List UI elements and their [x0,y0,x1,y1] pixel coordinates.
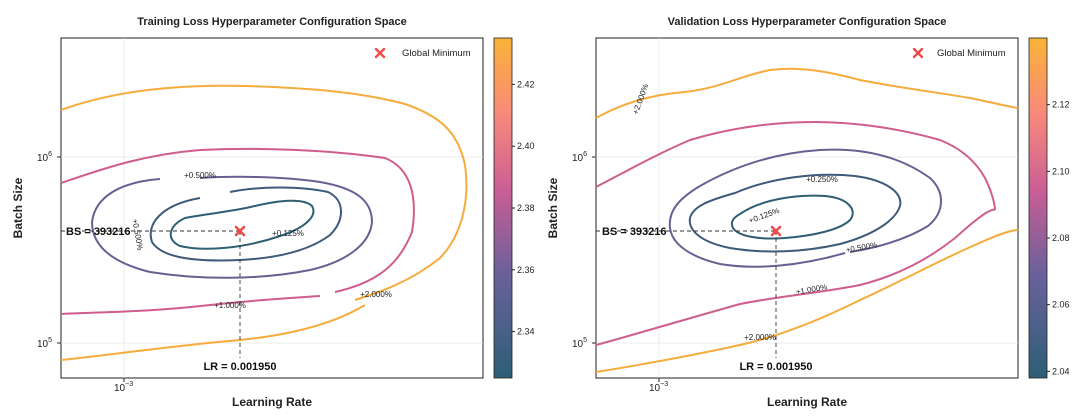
y-axis-label: Batch Size [11,177,25,238]
y-tick-label: 105 [37,337,52,350]
legend-label: Global Minimum [937,48,1006,59]
contour-line-0125pct [169,199,315,250]
x-axis-label: Learning Rate [232,395,312,409]
contour-line-2pct-lower [595,229,1019,373]
colorbar-tick-label: 2.38 [517,203,535,213]
colorbar-tick-label: 2.04 [1052,366,1070,376]
y-ticks: 106 105 [37,151,61,350]
colorbar-scale [493,37,513,379]
chart-title: Training Loss Hyperparameter Configurati… [137,16,407,28]
contour-label: +1.000% [214,301,246,310]
colorbar-tick-label: 2.42 [517,79,535,89]
minimum-guides [596,230,777,358]
x-ticks: 10−3 [114,378,133,394]
colorbar-tick-label: 2.06 [1052,300,1070,310]
contour-line-2pct-upper [60,84,468,301]
contour-line-0125pct [730,194,854,240]
legend-marker [374,47,386,59]
x-tick-label: 10−3 [114,381,133,394]
colorbar-tick-label: 2.12 [1052,100,1070,110]
plot-area [60,37,484,379]
colorbar-tick-label: 2.08 [1052,233,1070,243]
training-panel: Training Loss Hyperparameter Configurati… [11,16,535,409]
contour-label: +2.000% [360,290,392,299]
colorbar-tick-label: 2.36 [517,265,535,275]
colorbar-tick-label: 2.10 [1052,166,1070,176]
contour-lines [60,84,468,361]
contour-line-2pct-lower [60,304,366,361]
colorbar-scale [1028,37,1048,379]
contour-line-05pct [90,175,374,279]
colorbar-tick-label: 2.40 [517,141,535,151]
y-tick-label: 105 [572,337,587,350]
contour-label: +2.000% [744,333,776,342]
contour-line-025pct [149,186,342,262]
lr-annotation: LR = 0.001950 [203,361,276,373]
bs-annotation: BS = 393216 [602,226,667,238]
contour-line-1pct-lower [595,208,996,346]
colorbar: 2.34 2.36 2.38 2.40 2.42 [493,37,535,379]
chart-title: Validation Loss Hyperparameter Configura… [668,16,947,28]
contour-label: +0.500% [184,171,216,180]
contour-label: +0.250% [806,175,838,184]
contour-line-1pct-upper [60,147,415,293]
contour-label: +0.125% [272,229,304,238]
contour-line-1pct-lower [60,295,321,315]
contour-line-05pct [699,148,942,253]
validation-panel: Validation Loss Hyperparameter Configura… [546,16,1070,409]
y-tick-label: 106 [37,151,52,164]
contour-lines [595,67,1019,373]
contour-line-05pct-lower [668,185,846,268]
x-ticks: 10−3 [649,378,668,394]
contour-line-025pct [688,173,902,253]
bs-annotation: BS = 393216 [66,226,131,238]
x-axis-label: Learning Rate [767,395,847,409]
x-tick-label: 10−3 [649,381,668,394]
colorbar: 2.04 2.06 2.08 2.10 2.12 [1028,37,1070,379]
colorbar-tick-label: 2.34 [517,327,535,337]
y-tick-label: 106 [572,151,587,164]
legend: Global Minimum [374,47,471,59]
legend-marker [912,47,924,59]
contour-line-2pct-upper [595,67,1019,119]
grid [61,38,483,378]
legend-label: Global Minimum [402,48,471,59]
global-minimum-marker [234,225,246,237]
minimum-guides [61,230,241,358]
y-axis-label: Batch Size [546,177,560,238]
legend: Global Minimum [912,47,1006,59]
contour-line-1pct-upper [595,120,996,211]
global-minimum-marker [770,225,782,237]
lr-annotation: LR = 0.001950 [739,361,812,373]
y-ticks: 106 105 [572,151,596,350]
